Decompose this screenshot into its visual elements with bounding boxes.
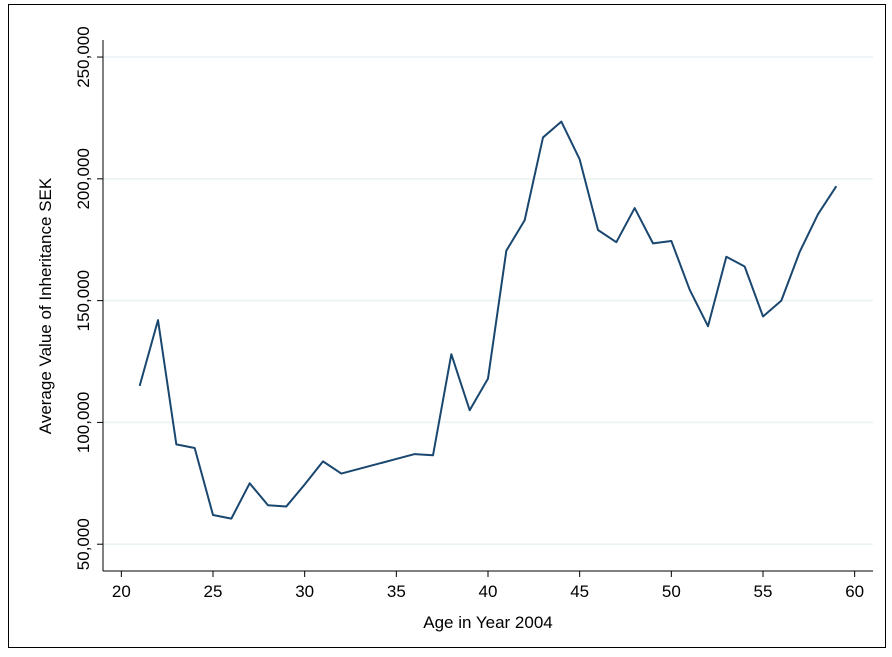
x-tick-label: 25 (204, 582, 223, 601)
x-tick-label: 30 (295, 582, 314, 601)
y-tick-label: 250,000 (74, 26, 93, 87)
x-tick-label: 50 (662, 582, 681, 601)
x-tick-label: 35 (387, 582, 406, 601)
x-tick-label: 20 (112, 582, 131, 601)
y-tick-label: 150,000 (74, 270, 93, 331)
x-tick-label: 40 (479, 582, 498, 601)
y-axis-label: Average Value of Inheritance SEK (36, 177, 55, 434)
y-tick-label: 50,000 (74, 518, 93, 570)
x-tick-label: 55 (754, 582, 773, 601)
y-tick-label: 200,000 (74, 148, 93, 209)
data-line (138, 120, 838, 520)
x-tick-label: 45 (570, 582, 589, 601)
y-tick-label: 100,000 (74, 392, 93, 453)
x-tick-label: 60 (845, 582, 864, 601)
chart-frame (8, 4, 886, 648)
x-axis-label: Age in Year 2004 (423, 613, 553, 632)
